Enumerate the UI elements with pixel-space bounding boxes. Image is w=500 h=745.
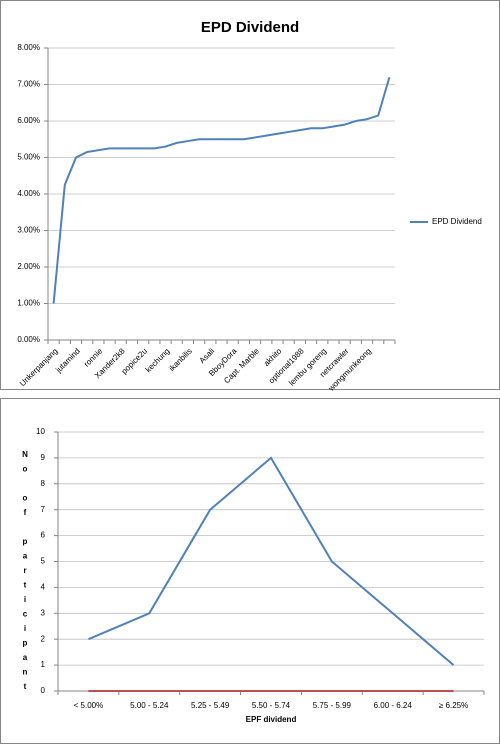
y-tick-label: 6.00% xyxy=(17,116,40,125)
x-tick-label: 5.00 - 5.24 xyxy=(130,701,169,710)
legend-label: EPD Dividend xyxy=(432,217,482,226)
y-tick-label: 1.00% xyxy=(17,299,40,308)
y-tick-label: 7 xyxy=(41,505,46,514)
x-tick-label: 6.00 - 6.24 xyxy=(374,701,413,710)
y-tick-label: 6 xyxy=(41,531,46,540)
y-tick-label: 3 xyxy=(41,608,46,617)
y-tick-label: 5 xyxy=(41,557,46,566)
x-axis-label: EPF dividend xyxy=(246,715,297,724)
y-tick-label: 0.00% xyxy=(17,335,40,344)
x-tick-label: 5.75 - 5.99 xyxy=(313,701,352,710)
y-tick-label: 1 xyxy=(41,660,46,669)
y-tick-label: 4 xyxy=(41,583,46,592)
chart-frame xyxy=(0,0,500,390)
y-tick-label: 7.00% xyxy=(17,80,40,89)
x-tick-label: 5.25 - 5.49 xyxy=(191,701,230,710)
x-tick-label: ≥ 6.25% xyxy=(439,701,468,710)
data-line xyxy=(52,76,391,304)
y-tick-label: 9 xyxy=(41,453,46,462)
x-tick-label: < 5.00% xyxy=(74,701,104,710)
y-tick-label: 2.00% xyxy=(17,262,40,271)
y-tick-label: 8.00% xyxy=(17,43,40,52)
y-tick-label: 0 xyxy=(41,686,46,695)
chart-frame xyxy=(0,398,500,744)
y-tick-label: 8 xyxy=(41,479,46,488)
chart-title: EPD Dividend xyxy=(201,19,299,36)
y-tick-label: 2 xyxy=(41,634,46,643)
data-line xyxy=(88,456,455,666)
y-tick-label: 3.00% xyxy=(17,226,40,235)
y-tick-label: 5.00% xyxy=(17,153,40,162)
y-tick-label: 4.00% xyxy=(17,189,40,198)
x-tick-label: 5.50 - 5.74 xyxy=(252,701,291,710)
y-tick-label: 10 xyxy=(36,427,45,436)
